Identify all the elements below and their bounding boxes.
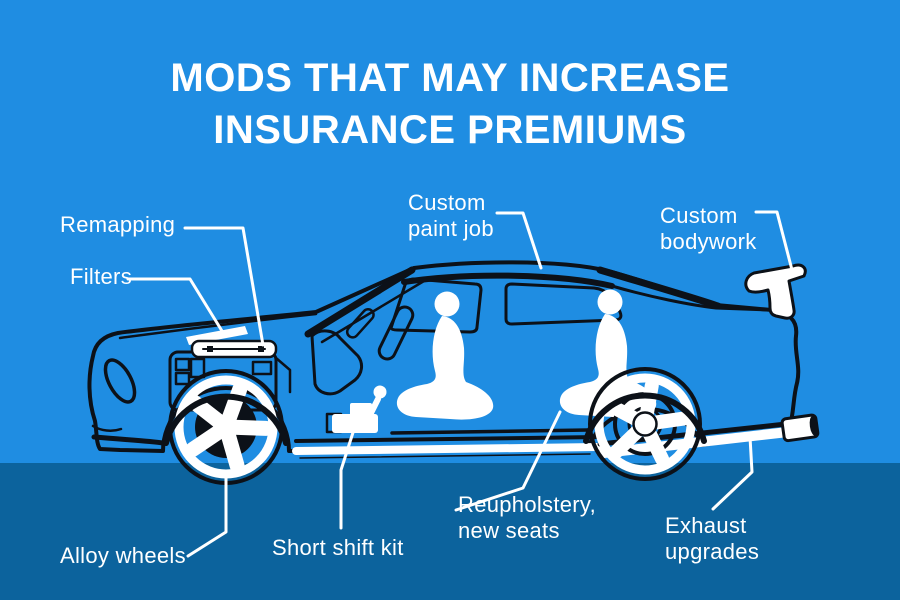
leader-remapping bbox=[183, 226, 265, 347]
windshield-pillar bbox=[304, 266, 416, 338]
label-custom-paint-job: Custom paint job bbox=[408, 190, 494, 241]
sill-highlight bbox=[292, 443, 602, 455]
leader-alloy-wheels bbox=[186, 476, 228, 558]
title-line-2: INSURANCE PREMIUMS bbox=[213, 108, 687, 152]
leader-lines bbox=[126, 210, 794, 558]
front-wheel-arch bbox=[163, 393, 289, 446]
page-title: MODS THAT MAY INCREASE INSURANCE PREMIUM… bbox=[0, 52, 900, 156]
label-filters: Filters bbox=[70, 264, 132, 289]
leader-short-shift bbox=[339, 418, 359, 530]
sill-line bbox=[294, 435, 602, 443]
mirror-icon bbox=[345, 308, 375, 339]
leader-filters bbox=[126, 277, 224, 333]
leader-custom-bodywork bbox=[754, 210, 794, 272]
front-wheel-icon bbox=[168, 369, 284, 485]
spoiler-icon bbox=[744, 263, 807, 320]
leader-exhaust bbox=[711, 435, 754, 511]
hood-line bbox=[118, 312, 318, 340]
front-side-window bbox=[389, 277, 483, 334]
title-line-1: MODS THAT MAY INCREASE bbox=[170, 56, 730, 100]
label-reupholstery-new-seats: Reupholstery, new seats bbox=[458, 492, 597, 543]
bumper-detail-line bbox=[91, 424, 123, 432]
sill-underline bbox=[299, 453, 591, 459]
dashboard-outline bbox=[310, 329, 364, 396]
car-side-outline-icon bbox=[87, 260, 820, 485]
rear-wheel-arch bbox=[583, 392, 707, 444]
label-custom-bodywork: Custom bodywork bbox=[660, 203, 757, 254]
label-short-shift-kit: Short shift kit bbox=[272, 535, 404, 560]
car-body-outline bbox=[87, 260, 801, 453]
seat-front-icon bbox=[396, 291, 494, 420]
label-remapping: Remapping bbox=[60, 212, 176, 237]
label-alloy-wheels: Alloy wheels bbox=[60, 543, 186, 568]
front-bumper-lip bbox=[91, 434, 166, 446]
headlight-icon bbox=[103, 358, 137, 404]
ground-band bbox=[0, 463, 900, 600]
leader-custom-paint bbox=[495, 211, 543, 270]
steering-wheel-icon bbox=[377, 305, 415, 361]
leader-reupholstery bbox=[454, 410, 562, 512]
seat-rear-icon bbox=[559, 289, 657, 418]
ecu-unit bbox=[190, 339, 278, 359]
rear-screen-band bbox=[596, 266, 722, 310]
label-exhaust-upgrades: Exhaust upgrades bbox=[665, 513, 760, 564]
floor-line bbox=[390, 428, 590, 435]
trunk-deck-line bbox=[610, 284, 770, 312]
